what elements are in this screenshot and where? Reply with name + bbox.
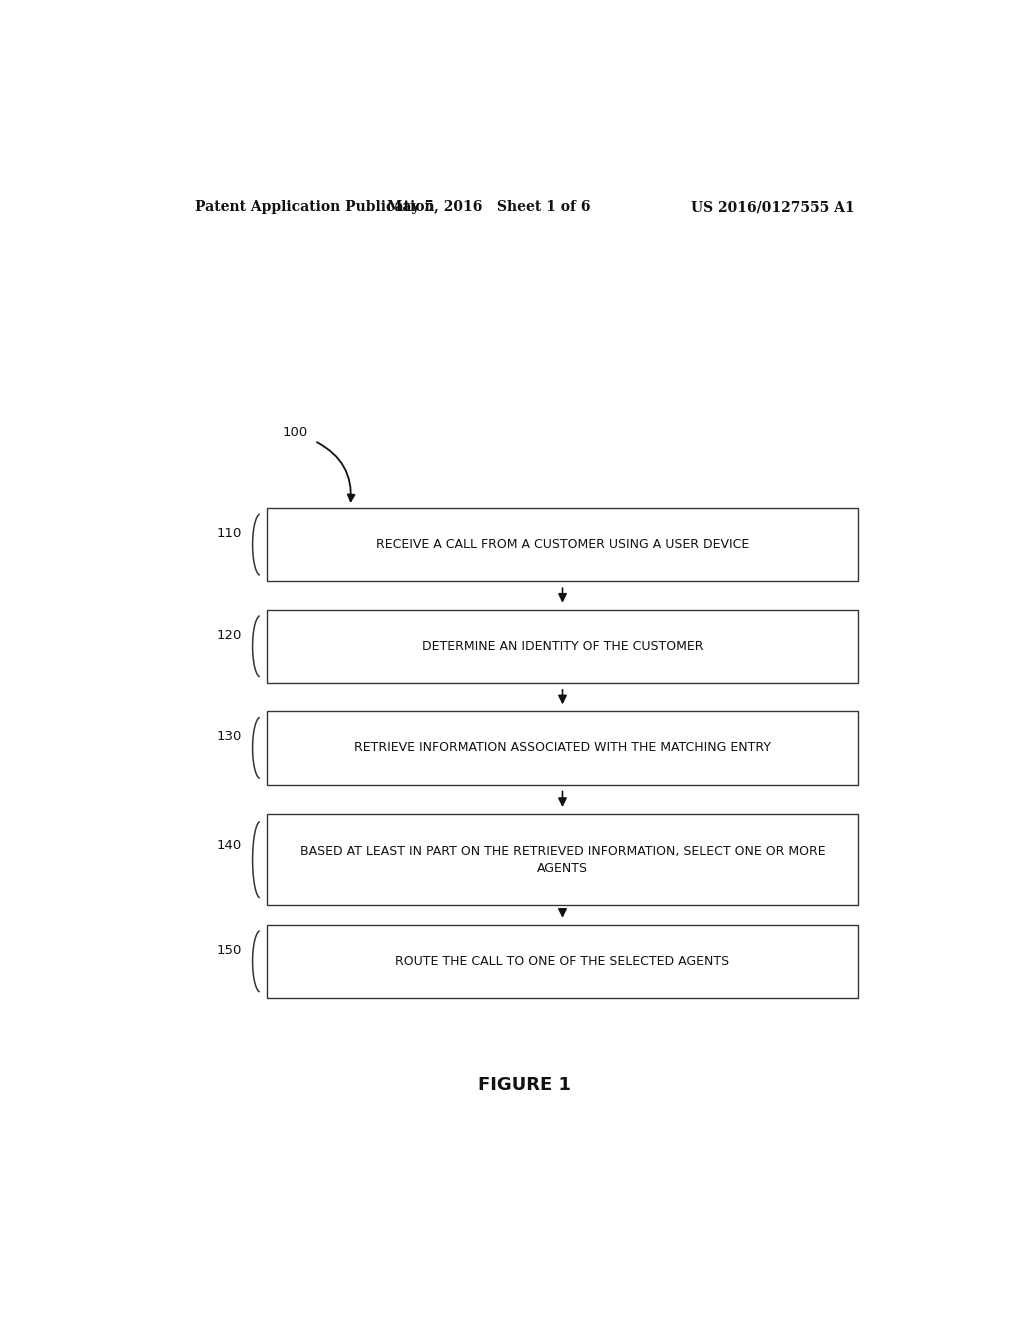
Text: 120: 120 xyxy=(216,628,242,642)
Bar xyxy=(267,711,858,784)
Text: RETRIEVE INFORMATION ASSOCIATED WITH THE MATCHING ENTRY: RETRIEVE INFORMATION ASSOCIATED WITH THE… xyxy=(354,742,771,755)
Text: DETERMINE AN IDENTITY OF THE CUSTOMER: DETERMINE AN IDENTITY OF THE CUSTOMER xyxy=(422,640,703,653)
Bar xyxy=(267,814,858,906)
Text: US 2016/0127555 A1: US 2016/0127555 A1 xyxy=(690,201,854,214)
Text: RECEIVE A CALL FROM A CUSTOMER USING A USER DEVICE: RECEIVE A CALL FROM A CUSTOMER USING A U… xyxy=(376,539,750,552)
Text: 130: 130 xyxy=(216,730,242,743)
Bar xyxy=(267,925,858,998)
Text: Patent Application Publication: Patent Application Publication xyxy=(196,201,435,214)
Text: 110: 110 xyxy=(216,527,242,540)
Text: BASED AT LEAST IN PART ON THE RETRIEVED INFORMATION, SELECT ONE OR MORE
AGENTS: BASED AT LEAST IN PART ON THE RETRIEVED … xyxy=(300,845,825,875)
Text: ROUTE THE CALL TO ONE OF THE SELECTED AGENTS: ROUTE THE CALL TO ONE OF THE SELECTED AG… xyxy=(395,954,729,968)
Bar xyxy=(267,508,858,581)
Text: 150: 150 xyxy=(216,944,242,957)
Text: FIGURE 1: FIGURE 1 xyxy=(478,1076,571,1094)
Text: 140: 140 xyxy=(216,840,242,853)
Text: 100: 100 xyxy=(283,426,308,440)
Text: May 5, 2016   Sheet 1 of 6: May 5, 2016 Sheet 1 of 6 xyxy=(387,201,591,214)
Bar xyxy=(267,610,858,682)
